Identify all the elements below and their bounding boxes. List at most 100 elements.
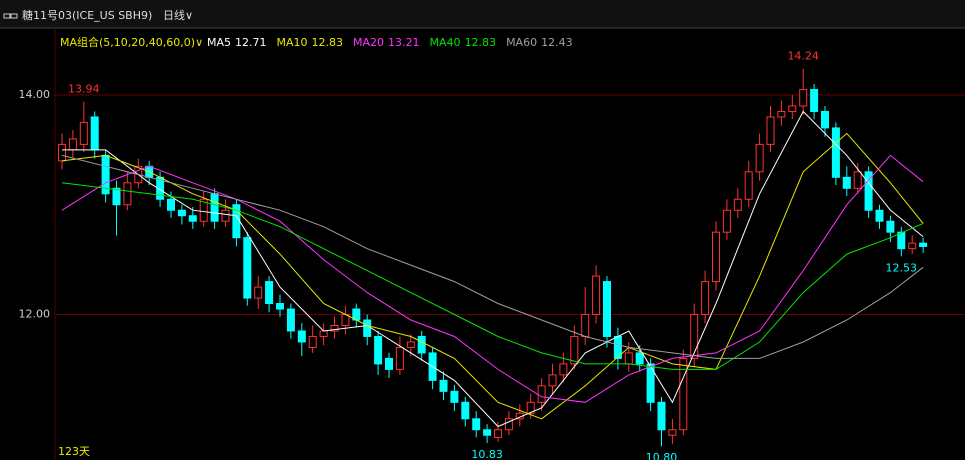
candle-body <box>363 319 372 337</box>
candle-body <box>690 314 699 359</box>
candle-body <box>766 116 775 145</box>
candle-body <box>592 275 601 316</box>
candle-body <box>679 357 688 431</box>
candle-body <box>526 401 535 414</box>
ma-line <box>61 154 924 359</box>
candle-body <box>624 352 633 365</box>
candle-body <box>112 187 121 206</box>
candle-body <box>755 143 764 173</box>
candle-body <box>570 335 579 365</box>
legend-value: 12.83 <box>465 36 497 49</box>
candle-body <box>319 330 328 337</box>
candle-body <box>330 324 339 332</box>
candle-body <box>439 379 448 392</box>
legend-value: 12.83 <box>312 36 344 49</box>
candle-body <box>374 335 383 365</box>
candle-body <box>286 308 295 332</box>
link-icon <box>3 13 11 19</box>
candle-body <box>799 89 808 107</box>
candle-body <box>831 127 840 178</box>
candle-body <box>842 176 851 189</box>
top-bar <box>0 0 965 28</box>
candle-body <box>548 374 557 387</box>
extreme-label: 13.94 <box>68 83 100 96</box>
candle-body <box>908 242 917 250</box>
candle-body <box>581 314 590 337</box>
candle-body <box>864 171 873 211</box>
candle-body <box>461 401 470 420</box>
legend-value: 12.43 <box>541 36 573 49</box>
ma-line <box>61 132 924 420</box>
candle-body <box>537 385 546 403</box>
candle-body <box>733 198 742 211</box>
legend-name: MA20 <box>353 36 384 49</box>
legend-name: MA60 <box>506 36 537 49</box>
candle-body <box>221 209 230 222</box>
instrument-title: 糖11号03(ICE_US SBH9) <box>22 8 152 22</box>
candle-body <box>385 357 393 370</box>
candle-body <box>788 105 797 112</box>
candle-body <box>188 215 197 222</box>
extreme-label: 14.24 <box>787 50 819 63</box>
candle-body <box>265 281 274 305</box>
candle-body <box>68 138 77 151</box>
legend-value: 12.71 <box>235 36 267 49</box>
candle-body <box>417 335 426 354</box>
link-icon <box>10 13 18 19</box>
indicator-label[interactable]: MA组合(5,10,20,40,60,0)∨ <box>60 35 203 49</box>
candle-body <box>603 281 611 337</box>
candle-body <box>821 110 829 129</box>
candle-body <box>199 198 208 222</box>
candle-body <box>810 89 819 112</box>
candle-body <box>243 237 252 299</box>
candle-body <box>504 418 513 431</box>
candle-body <box>744 171 753 200</box>
extreme-label: 10.83 <box>471 448 503 460</box>
legend-value: 13.21 <box>388 36 420 49</box>
candle-body <box>395 346 404 370</box>
ma-line <box>61 182 924 370</box>
candle-body <box>646 363 655 403</box>
candle-body <box>472 418 481 431</box>
candle-body <box>919 242 928 247</box>
candle-body <box>712 231 720 283</box>
candle-body <box>308 335 317 348</box>
candle-body <box>297 330 306 343</box>
extreme-label: 10.80 <box>646 451 678 460</box>
candle-body <box>559 363 568 376</box>
candle-body <box>657 401 666 431</box>
legend-name: MA40 <box>430 36 461 49</box>
candle-body <box>483 429 492 436</box>
ma-line <box>62 110 924 428</box>
candle-body <box>90 116 99 151</box>
candle-body <box>701 281 710 316</box>
candle-body <box>897 231 906 250</box>
candle-body <box>777 110 786 118</box>
period-selector[interactable]: 日线∨ <box>163 8 193 22</box>
ma-line <box>61 154 924 403</box>
legend-name: MA10 <box>277 36 308 49</box>
candle-body <box>494 429 502 438</box>
candle-body <box>450 390 459 403</box>
candle-body <box>635 352 644 365</box>
y-tick-label: 14.00 <box>19 88 51 101</box>
legend-name: MA5 <box>207 36 231 49</box>
candle-body <box>875 209 884 222</box>
candle-body <box>276 303 284 310</box>
candle-body <box>210 193 219 222</box>
candle-body <box>886 220 895 233</box>
y-tick-label: 12.00 <box>19 308 51 321</box>
candle-body <box>177 209 186 217</box>
candle-body <box>668 429 677 436</box>
candle-body <box>123 182 132 206</box>
candle-body <box>853 171 862 189</box>
candle-body <box>254 286 263 299</box>
candle-body <box>79 121 88 145</box>
candle-body <box>722 209 731 233</box>
candle-body <box>167 198 175 211</box>
extreme-label: 12.53 <box>886 261 918 274</box>
candle-body <box>58 143 66 162</box>
period-label: 123天 <box>58 445 90 458</box>
candle-body <box>406 341 415 348</box>
